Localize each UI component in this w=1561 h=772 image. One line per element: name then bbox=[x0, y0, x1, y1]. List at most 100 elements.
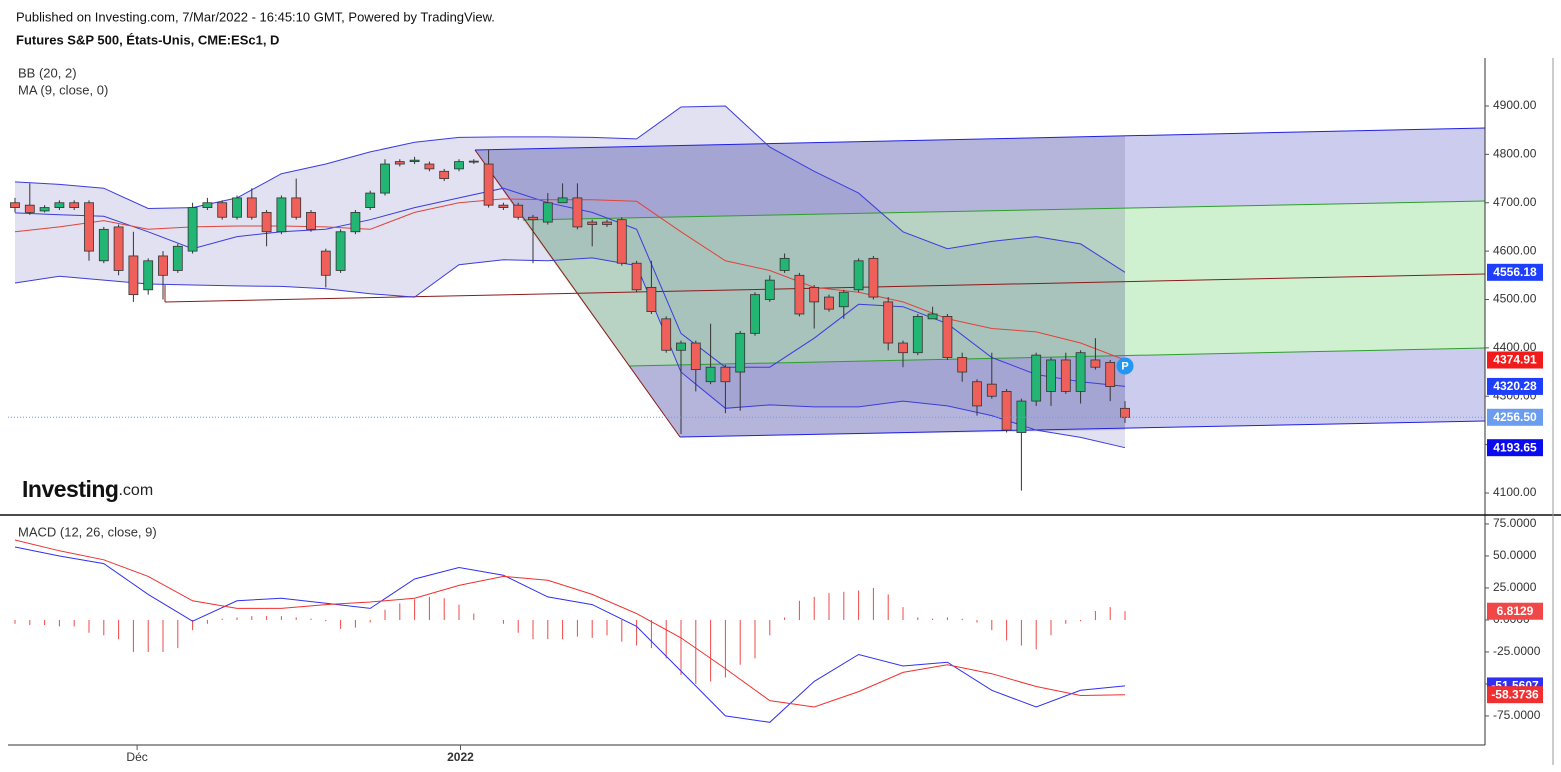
candle-body bbox=[824, 296, 834, 310]
channel-line bbox=[164, 273, 1486, 303]
y-tick-label: 50.0000 bbox=[1493, 548, 1537, 562]
y-tick-label: 4600.00 bbox=[1493, 243, 1537, 257]
candle-body bbox=[380, 163, 390, 194]
candle-body bbox=[172, 245, 183, 271]
axis-value-label: -58.3736 bbox=[1491, 687, 1539, 701]
y-tick-label: 4400.00 bbox=[1493, 340, 1537, 354]
axis-value-box bbox=[1487, 408, 1543, 426]
candle-body bbox=[128, 255, 139, 296]
candle-body bbox=[454, 161, 464, 170]
candle-body bbox=[365, 192, 376, 208]
ma-line bbox=[14, 198, 1126, 361]
channel-line bbox=[628, 347, 1486, 367]
macd-line bbox=[14, 539, 1126, 708]
axis-value-box bbox=[1487, 351, 1543, 369]
candle-body bbox=[750, 294, 760, 334]
candle-body bbox=[764, 279, 775, 300]
candle-body bbox=[409, 159, 420, 163]
axis-value-label: 4374.91 bbox=[1493, 353, 1537, 367]
bb-line bbox=[14, 257, 1126, 449]
candle-body bbox=[143, 260, 154, 291]
candle-body bbox=[868, 257, 879, 298]
candle-body bbox=[69, 202, 80, 208]
axis-value-box bbox=[1487, 263, 1543, 281]
legend-entry: MA (9, close, 0) bbox=[18, 82, 108, 97]
axis-value-box bbox=[1487, 686, 1543, 704]
candle-body bbox=[54, 202, 65, 208]
candle-body bbox=[84, 202, 94, 252]
x-tick-label: 2022 bbox=[447, 750, 474, 764]
axis-value-box bbox=[1487, 377, 1543, 395]
candle-body bbox=[602, 221, 612, 225]
candle-body bbox=[439, 170, 450, 179]
candle-body bbox=[158, 255, 168, 276]
axis-value-box bbox=[1487, 602, 1543, 620]
candle-body bbox=[291, 197, 302, 218]
channel-band bbox=[523, 201, 1485, 366]
candle-body bbox=[1075, 352, 1086, 392]
candle-body bbox=[528, 216, 538, 221]
candle-body bbox=[720, 366, 731, 383]
candle-body bbox=[39, 207, 50, 212]
y-tick-label: 4900.00 bbox=[1493, 98, 1537, 112]
candle-body bbox=[24, 204, 35, 213]
candle-body bbox=[202, 202, 213, 208]
candle-body bbox=[927, 313, 938, 320]
candle-body bbox=[690, 342, 701, 371]
candle-body bbox=[631, 262, 642, 291]
channel-band bbox=[629, 348, 1485, 437]
candle-body bbox=[483, 163, 494, 206]
candle-body bbox=[113, 226, 124, 271]
chart-title: Futures S&P 500, États-Unis, CME:ESc1, D bbox=[16, 32, 279, 47]
x-tick-label: Déc bbox=[126, 750, 147, 764]
candle-body bbox=[1046, 359, 1056, 392]
axis-value-box bbox=[1487, 439, 1543, 457]
candle-body bbox=[350, 212, 361, 233]
candle-body bbox=[1105, 361, 1116, 387]
axes: 4100.004200.004300.004400.004500.004600.… bbox=[126, 98, 1543, 764]
candle-body bbox=[1090, 359, 1101, 368]
candle-body bbox=[98, 228, 109, 262]
candle-body bbox=[957, 357, 968, 373]
bb-fill-group bbox=[15, 105, 1125, 448]
macd-line bbox=[14, 546, 1126, 723]
candle-body bbox=[986, 383, 997, 397]
plot: P bbox=[8, 105, 1485, 723]
candle-body bbox=[853, 260, 864, 291]
y-tick-label: -25.0000 bbox=[1493, 644, 1541, 658]
candle-body bbox=[735, 332, 746, 373]
candle-body bbox=[661, 318, 672, 351]
channel-line bbox=[474, 149, 681, 438]
candle-body bbox=[217, 202, 228, 218]
candle-body bbox=[942, 316, 953, 358]
candle-body bbox=[572, 197, 583, 228]
candle-body bbox=[498, 204, 509, 208]
candle-body bbox=[232, 197, 242, 218]
candle-body bbox=[513, 204, 524, 218]
candle-body bbox=[883, 301, 894, 344]
badge bbox=[1116, 357, 1134, 375]
candle-body bbox=[1016, 400, 1027, 433]
bb-line bbox=[14, 105, 1126, 273]
bb-fill bbox=[15, 105, 1125, 448]
candle-body bbox=[276, 197, 287, 233]
axis-value-label: 4320.28 bbox=[1493, 379, 1537, 393]
y-tick-label: 75.0000 bbox=[1493, 516, 1537, 530]
y-tick-label: 4700.00 bbox=[1493, 195, 1537, 209]
candle-body bbox=[335, 231, 346, 271]
logo-brand: Investing bbox=[22, 476, 118, 502]
candle-body bbox=[838, 291, 849, 308]
candle-body bbox=[809, 286, 820, 303]
y-tick-label: 4500.00 bbox=[1493, 292, 1537, 306]
candle-body bbox=[394, 161, 405, 165]
channel-line bbox=[474, 127, 1486, 151]
candle-body bbox=[542, 202, 553, 223]
candle-body bbox=[616, 219, 627, 264]
candle-body bbox=[705, 366, 716, 383]
candle-body bbox=[972, 381, 982, 407]
candle-body bbox=[898, 342, 908, 354]
candle-body bbox=[468, 160, 479, 163]
candle-body bbox=[187, 207, 198, 252]
candle-body bbox=[320, 250, 331, 276]
